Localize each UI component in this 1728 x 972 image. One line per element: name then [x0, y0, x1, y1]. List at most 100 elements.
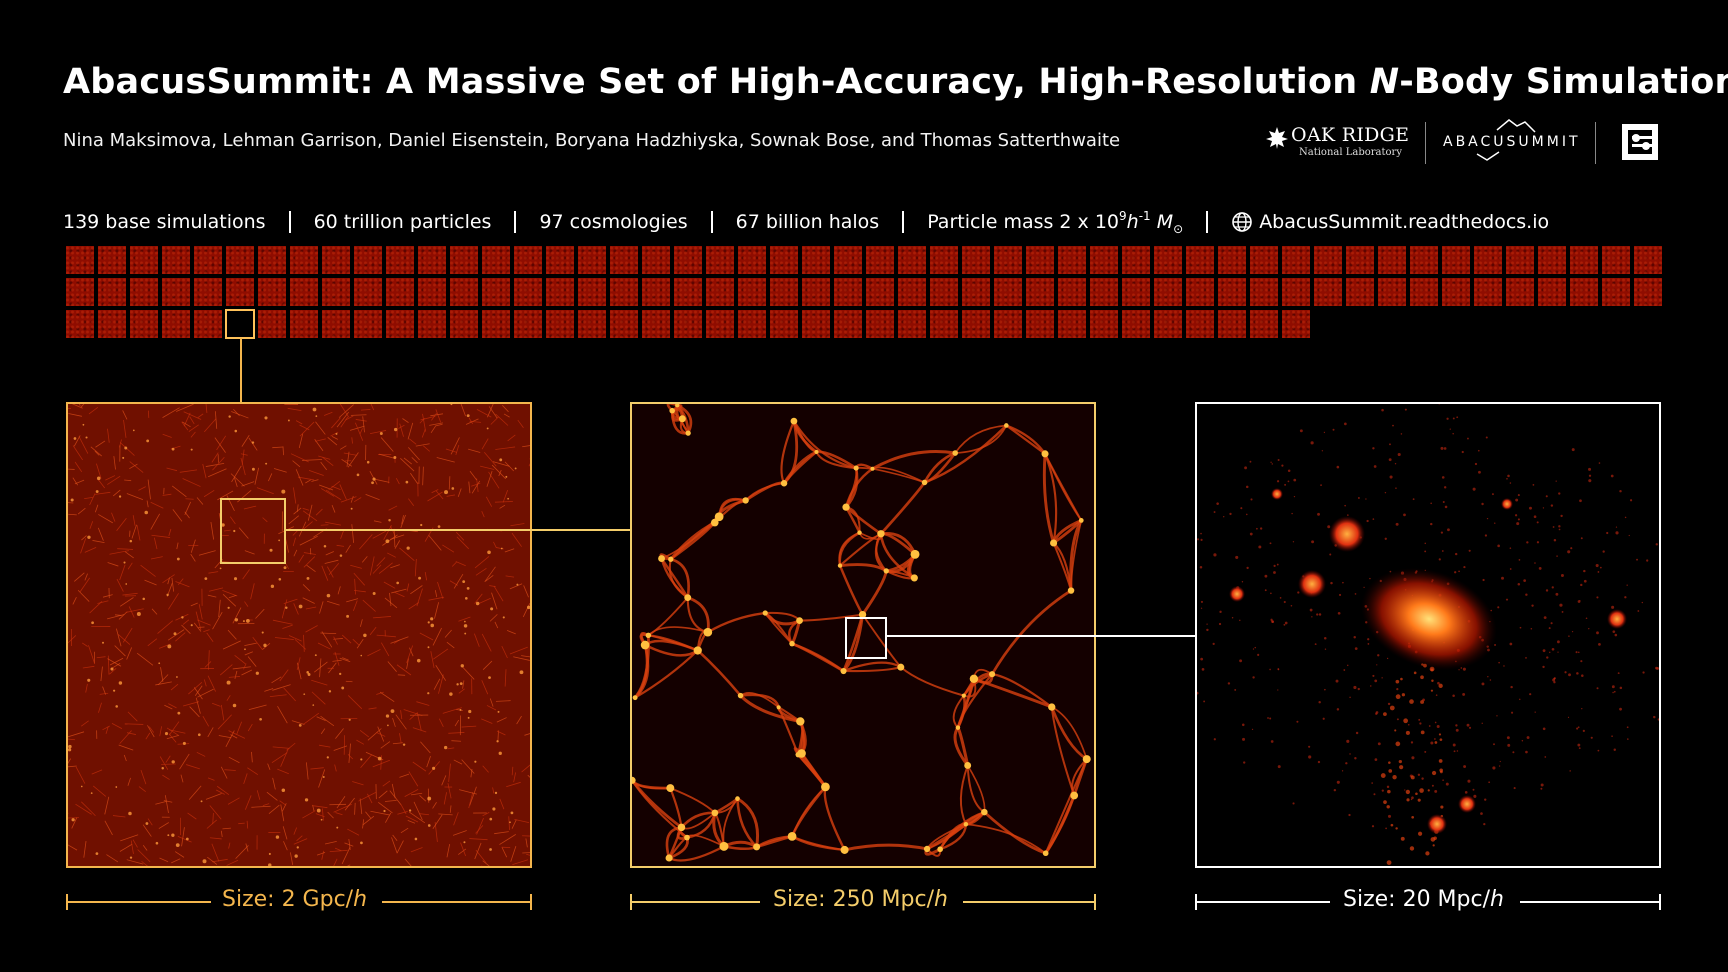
simulation-tile — [1570, 246, 1598, 274]
abacussummit-logo: ABACUSUMMIT — [1443, 134, 1581, 150]
simulation-tile — [898, 310, 926, 338]
simulation-tile — [802, 246, 830, 274]
simulation-tile — [322, 310, 350, 338]
simulation-tile — [354, 246, 382, 274]
mass-prefix: Particle mass 2 x 10 — [927, 210, 1120, 233]
simulation-tile — [610, 310, 638, 338]
stat-divider — [514, 211, 517, 233]
simulation-tile — [770, 278, 798, 306]
simulation-tile — [1090, 246, 1118, 274]
ornl-logo: OAK RIDGE National Laboratory — [1265, 124, 1415, 164]
mass-m: M — [1150, 210, 1174, 233]
scale-tick — [1659, 894, 1661, 910]
website-link[interactable]: AbacusSummit.readthedocs.io — [1259, 210, 1550, 233]
simulation-tile — [802, 278, 830, 306]
simulation-tile — [1250, 246, 1278, 274]
stat-divider — [1206, 211, 1209, 233]
simulation-tile — [1634, 278, 1662, 306]
simulation-tile — [1602, 246, 1630, 274]
simulation-tile — [258, 246, 286, 274]
simulation-tile — [930, 278, 958, 306]
simulation-tile-selected — [225, 309, 255, 339]
simulation-tile — [770, 310, 798, 338]
title-end: -Body Simulations — [1399, 62, 1728, 102]
simulation-tile — [1218, 278, 1246, 306]
scale-line — [66, 901, 211, 903]
simulation-tile — [738, 310, 766, 338]
mass-exponent: 9 — [1119, 208, 1127, 223]
simulation-tile — [418, 278, 446, 306]
simulation-tile — [642, 246, 670, 274]
stats-bar: 139 base simulations 60 trillion particl… — [63, 208, 1549, 236]
simulation-tile — [578, 310, 606, 338]
simulation-tile — [1154, 310, 1182, 338]
scale-bar-20mpc: Size: 20 Mpc/h — [1195, 887, 1661, 917]
simulation-tile — [898, 246, 926, 274]
simulation-tile — [1474, 246, 1502, 274]
simulation-tile — [450, 278, 478, 306]
simulation-tile — [1474, 278, 1502, 306]
simulation-tile — [1506, 278, 1534, 306]
title-italic: N — [1369, 62, 1400, 102]
simulation-tile — [1442, 278, 1470, 306]
stat-halos: 67 billion halos — [735, 211, 880, 233]
scale-line — [630, 901, 760, 903]
simulation-tile — [642, 278, 670, 306]
simulation-tile — [546, 278, 574, 306]
simulation-tile — [1410, 278, 1438, 306]
scale-bar-2gpc: Size: 2 Gpc/h — [66, 887, 532, 917]
simulation-tile — [66, 246, 94, 274]
simulation-tile — [1154, 246, 1182, 274]
abacus-icon — [1622, 124, 1658, 160]
simulation-tile — [450, 246, 478, 274]
simulation-tile — [610, 278, 638, 306]
simulation-tile — [1058, 278, 1086, 306]
simulation-tile — [1218, 246, 1246, 274]
simulation-tile — [162, 246, 190, 274]
simulation-tile — [930, 310, 958, 338]
simulation-tile — [98, 278, 126, 306]
title-main: AbacusSummit: A Massive Set of High-Accu… — [63, 62, 1370, 102]
simulation-tile — [258, 278, 286, 306]
simulation-tile — [322, 278, 350, 306]
simulation-tile — [1314, 246, 1342, 274]
simulation-tile — [98, 246, 126, 274]
simulation-tile — [1346, 278, 1374, 306]
simulation-tile — [354, 278, 382, 306]
simulation-tile — [706, 246, 734, 274]
simulation-tile — [194, 246, 222, 274]
simulation-tile — [1250, 278, 1278, 306]
logo-divider — [1425, 122, 1426, 164]
simulation-tile — [1026, 278, 1054, 306]
scale-line — [1195, 901, 1330, 903]
abacus-mountain-icon — [1476, 119, 1536, 161]
simulation-tile — [1122, 310, 1150, 338]
simulation-tile — [834, 310, 862, 338]
simulation-tile — [994, 246, 1022, 274]
panel-2gpc — [66, 402, 532, 868]
simulation-tile — [738, 246, 766, 274]
simulation-tile — [1250, 310, 1278, 338]
simulation-tile — [1186, 278, 1214, 306]
stat-divider — [288, 211, 291, 233]
simulation-tile — [1538, 246, 1566, 274]
simulation-tile — [194, 278, 222, 306]
scale-text: Size: 2 Gpc/ — [222, 887, 354, 912]
page-title: AbacusSummit: A Massive Set of High-Accu… — [63, 62, 1728, 102]
simulation-tile — [898, 278, 926, 306]
simulation-tile — [418, 310, 446, 338]
simulation-tile — [1186, 310, 1214, 338]
simulation-tile — [706, 278, 734, 306]
stat-website[interactable]: AbacusSummit.readthedocs.io — [1231, 211, 1549, 234]
cosmic-web-large-image — [68, 404, 530, 866]
scale-unit: h — [353, 887, 368, 912]
simulation-tile — [162, 310, 190, 338]
globe-icon — [1232, 212, 1252, 233]
simulation-tile — [994, 310, 1022, 338]
simulation-tile — [802, 310, 830, 338]
ornl-name: OAK RIDGE — [1291, 124, 1410, 146]
simulation-tile — [322, 246, 350, 274]
mass-h-exponent: -1 — [1138, 208, 1151, 223]
ornl-sub: National Laboratory — [1299, 147, 1402, 158]
scale-bar-250mpc: Size: 250 Mpc/h — [630, 887, 1096, 917]
